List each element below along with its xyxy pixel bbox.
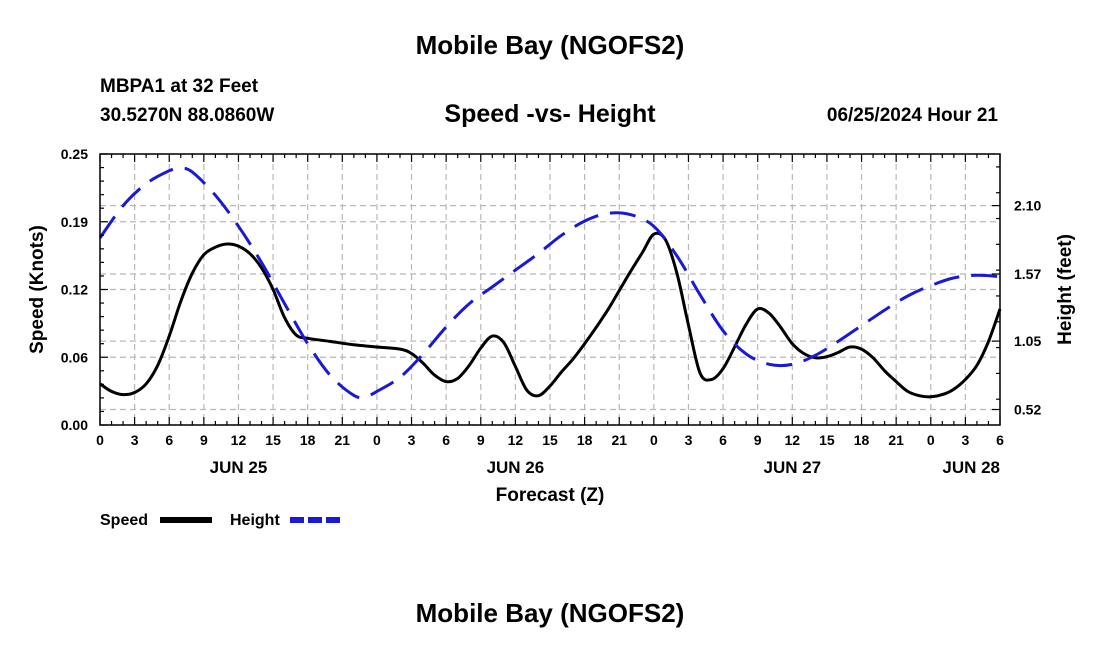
- x-tick-label: 3: [961, 432, 969, 448]
- x-tick-label: 18: [577, 432, 593, 448]
- tick-marks: [99, 153, 1001, 426]
- date-label: JUN 25: [210, 458, 268, 477]
- y-right-tick-label: 2.10: [1014, 198, 1041, 214]
- y-left-tick-label: 0.06: [61, 349, 88, 365]
- y-left-tick-label: 0.00: [61, 417, 88, 433]
- x-tick-label: 0: [927, 432, 935, 448]
- tick-labels: 0 3 6 9 12 15 18 21 0 3 6 9 12 15 18 21 0 3 6 9 12 15 18 21 0 3 6 J…: [27, 146, 1076, 506]
- footer-title: Mobile Bay (NGOFS2): [415, 598, 685, 628]
- x-tick-label: 18: [300, 432, 316, 448]
- x-tick-label: 21: [888, 432, 904, 448]
- y-right-tick-label: 1.05: [1014, 333, 1041, 349]
- x-tick-label: 0: [650, 432, 658, 448]
- x-tick-label: 18: [854, 432, 870, 448]
- chart-title: Mobile Bay (NGOFS2): [415, 30, 685, 60]
- legend: Speed Height: [100, 512, 342, 529]
- y-left-axis-title: Speed (Knots): [27, 225, 48, 354]
- y-right-tick-label: 1.57: [1014, 266, 1041, 282]
- x-tick-label: 21: [611, 432, 627, 448]
- x-tick-label: 9: [200, 432, 208, 448]
- x-tick-label: 12: [508, 432, 524, 448]
- coordinates-label: 30.5270N 88.0860W: [100, 105, 275, 126]
- x-tick-label: 21: [335, 432, 351, 448]
- x-tick-label: 6: [996, 432, 1004, 448]
- series-speed-line: [99, 231, 1002, 399]
- chart-subtitle: Speed -vs- Height: [444, 100, 656, 128]
- legend-label-speed: Speed: [100, 512, 148, 529]
- x-tick-label: 3: [131, 432, 139, 448]
- date-label: JUN 26: [487, 458, 545, 477]
- x-tick-label: 9: [754, 432, 762, 448]
- x-tick-label: 15: [265, 432, 281, 448]
- y-left-tick-label: 0.12: [61, 282, 88, 298]
- series-height-line: [98, 166, 1001, 400]
- x-tick-label: 15: [819, 432, 835, 448]
- timestamp-label: 06/25/2024 Hour 21: [826, 105, 998, 126]
- x-tick-label: 6: [442, 432, 450, 448]
- y-left-tick-label: 0.19: [61, 214, 88, 230]
- x-tick-label: 3: [408, 432, 416, 448]
- legend-label-height: Height: [230, 512, 280, 529]
- date-label: JUN 28: [942, 458, 1000, 477]
- y-right-axis-title: Height (feet): [1055, 234, 1076, 345]
- x-tick-label: 6: [165, 432, 173, 448]
- x-tick-label: 12: [785, 432, 801, 448]
- series-lines: [98, 166, 1002, 400]
- x-axis-title: Forecast (Z): [496, 485, 605, 506]
- y-right-tick-label: 0.52: [1014, 402, 1041, 418]
- x-tick-label: 0: [96, 432, 104, 448]
- x-tick-label: 12: [231, 432, 247, 448]
- x-tick-label: 0: [373, 432, 381, 448]
- station-label: MBPA1 at 32 Feet: [100, 76, 259, 97]
- x-tick-label: 9: [477, 432, 485, 448]
- date-label: JUN 27: [763, 458, 821, 477]
- x-tick-label: 15: [542, 432, 558, 448]
- y-left-tick-label: 0.25: [61, 146, 88, 162]
- x-tick-label: 6: [719, 432, 727, 448]
- x-tick-label: 3: [685, 432, 693, 448]
